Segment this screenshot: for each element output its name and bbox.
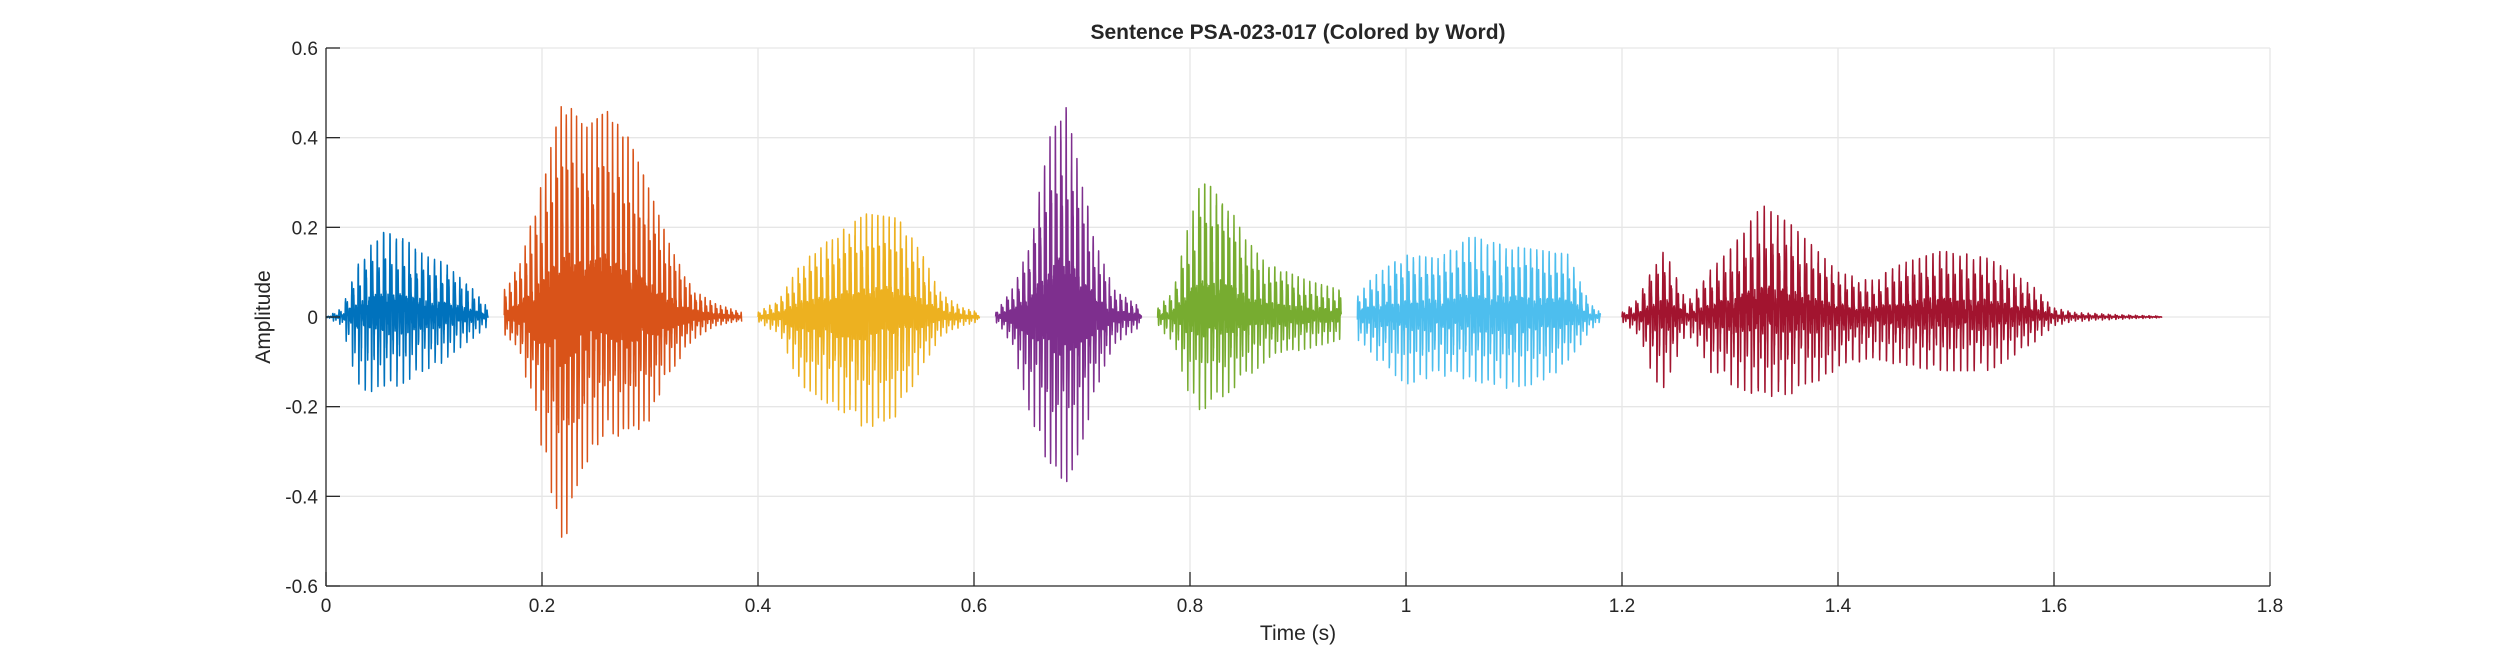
x-tick-label: 1 [1401, 596, 1412, 617]
series-word-1 [325, 231, 489, 393]
waveform-line-5 [1156, 183, 1342, 411]
x-tick-label: 1.4 [1825, 596, 1852, 617]
waveform-line-1 [325, 231, 489, 393]
y-tick-label: -0.2 [285, 398, 318, 419]
x-tick-label: 0.6 [961, 596, 987, 617]
series-group [325, 105, 2163, 538]
tick-labels: 0 0.2 0.4 0.6 0.8 1 1.2 1.4 1.6 1.8 -0.6 -0.4 -0.2 0 0… [285, 39, 2283, 617]
y-tick-label: 0.2 [292, 218, 318, 239]
waveform-line-7 [1621, 205, 2163, 398]
x-axis-label: Time (s) [1260, 622, 1336, 645]
x-tick-label: 0.4 [745, 596, 772, 617]
series-word-2 [503, 105, 743, 538]
x-tick-label: 1.6 [2041, 596, 2067, 617]
y-tick-label: -0.4 [285, 487, 318, 508]
waveform-line-4 [994, 107, 1143, 483]
axes [325, 47, 2271, 587]
y-tick-label: 0.4 [292, 129, 319, 150]
x-tick-label: 1.2 [1609, 596, 1635, 617]
y-axis-label: Amplitude [252, 270, 275, 363]
series-word-7 [1621, 205, 2163, 398]
waveform-line-6 [1356, 236, 1602, 390]
x-tick-label: 0.2 [529, 596, 555, 617]
x-tick-label: 0 [321, 596, 332, 617]
x-tick-label: 1.8 [2257, 596, 2283, 617]
y-tick-label: 0.6 [292, 39, 318, 60]
y-tick-label: -0.6 [285, 577, 318, 598]
chart-title: Sentence PSA-023-017 (Colored by Word) [1090, 21, 1505, 44]
series-word-6 [1356, 236, 1602, 390]
waveform-line-3 [757, 213, 981, 428]
x-tick-label: 0.8 [1177, 596, 1203, 617]
series-word-5 [1156, 183, 1342, 411]
series-word-4 [994, 107, 1143, 483]
series-word-3 [757, 213, 981, 428]
waveform-line-2 [503, 105, 743, 538]
y-tick-label: 0 [307, 308, 318, 329]
